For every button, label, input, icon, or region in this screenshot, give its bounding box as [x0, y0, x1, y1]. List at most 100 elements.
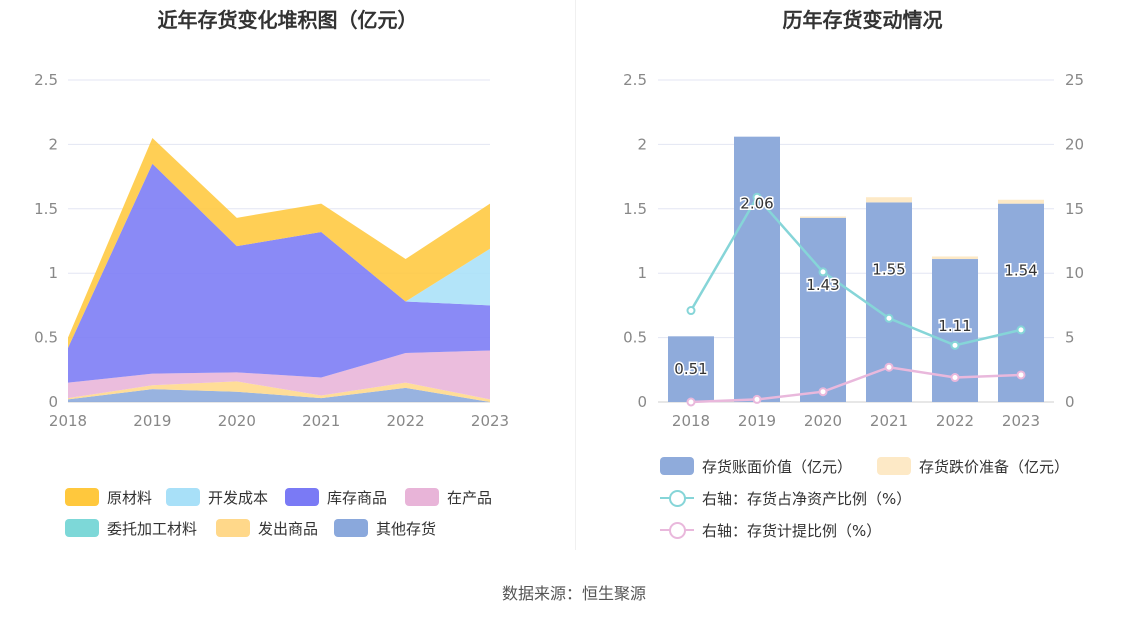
legend-label: 原材料	[107, 488, 153, 507]
area-series-库存商品	[68, 163, 490, 383]
legend-item[interactable]: 右轴：存货占净资产比例（%）	[660, 487, 911, 509]
left-chart-title: 近年存货变化堆积图（亿元）	[157, 8, 418, 32]
stacked-area-chart-panel: 近年存货变化堆积图（亿元） 0 0.5 1 1.5 2 2.5 2018 2019 2020 20…	[0, 0, 575, 560]
bar-line-chart: 0 0.5 1 1.5 2 2.5 0 5 10 15 20 25 2018 2019 2020 2021 20…	[623, 71, 1084, 430]
legend-label: 在产品	[447, 488, 493, 507]
x-tick-label: 2022	[936, 412, 974, 430]
x-tick-label: 2018	[49, 412, 87, 430]
legend-swatch	[65, 519, 99, 537]
y-left-tick-label: 1	[637, 264, 647, 282]
y-right-tick-label: 10	[1065, 264, 1084, 282]
x-tick-label: 2023	[1002, 412, 1040, 430]
legend-label: 委托加工材料	[107, 519, 198, 538]
x-tick-label: 2021	[302, 412, 340, 430]
line-point	[686, 306, 696, 316]
y-left-tick-label: 2.5	[623, 71, 647, 89]
line-point	[950, 340, 960, 350]
y-right-tick-label: 5	[1065, 329, 1075, 347]
legend-label: 存货账面价值（亿元）	[702, 457, 853, 476]
legend-item[interactable]: 库存商品	[285, 486, 387, 508]
legend-swatch	[660, 457, 694, 475]
legend-item[interactable]: 委托加工材料	[65, 517, 197, 539]
x-tick-label: 2019	[738, 412, 776, 430]
y-tick-label: 0	[48, 393, 58, 411]
line-point	[818, 267, 828, 277]
y-tick-label: 0.5	[34, 329, 58, 347]
legend-swatch	[660, 520, 694, 540]
line-series-右轴：存货占净资产比例（%）	[689, 195, 1022, 347]
legend-label: 右轴：存货占净资产比例（%）	[702, 489, 912, 508]
legend-item[interactable]: 存货账面价值（亿元）	[660, 455, 852, 477]
right-legend: 存货账面价值（亿元） 存货跌价准备（亿元） 右轴：存货占净资产比例（%） 右轴：存货计…	[577, 0, 1148, 560]
legend-swatch	[877, 457, 911, 475]
bar-impairment	[998, 199, 1044, 204]
bar-book-value	[668, 336, 714, 402]
y-tick-label: 1	[48, 264, 58, 282]
y-right-tick-label: 15	[1065, 200, 1084, 218]
line-series-右轴：存货计提比例（%）	[690, 365, 1022, 404]
legend-item[interactable]: 开发成本	[166, 486, 268, 508]
line-point	[752, 192, 762, 202]
line-point	[686, 397, 696, 407]
x-tick-label: 2022	[387, 412, 425, 430]
legend-label: 库存商品	[327, 488, 388, 507]
line-point	[950, 373, 960, 383]
x-tick-label: 2020	[804, 412, 842, 430]
bar-book-value	[800, 217, 846, 402]
bar-book-value	[998, 203, 1044, 402]
legend-swatch	[334, 519, 368, 537]
y-right-tick-label: 25	[1065, 71, 1084, 89]
y-left-tick-label: 0.5	[623, 329, 647, 347]
line-point	[1016, 325, 1026, 335]
legend-label: 发出商品	[258, 519, 319, 538]
y-tick-label: 2	[48, 135, 58, 153]
y-tick-label: 1.5	[34, 200, 58, 218]
legend-swatch	[65, 488, 99, 506]
line-point	[884, 313, 894, 323]
legend-item[interactable]: 发出商品	[216, 517, 318, 539]
x-tick-label: 2018	[672, 412, 710, 430]
bar-impairment	[932, 256, 978, 260]
bar-line-chart-panel: 历年存货变动情况 0 0.5 1 1.5 2 2.5 0 5 10 15 20 25 2018 2019 2…	[577, 0, 1148, 560]
bar-impairment	[800, 216, 846, 218]
legend-label: 存货跌价准备（亿元）	[919, 457, 1070, 476]
legend-label: 右轴：存货计提比例（%）	[702, 521, 882, 540]
legend-item[interactable]: 右轴：存货计提比例（%）	[660, 519, 881, 541]
line-point	[1016, 370, 1026, 380]
y-left-tick-label: 0	[637, 393, 647, 411]
legend-item[interactable]: 原材料	[65, 486, 152, 508]
area-series-在产品	[68, 350, 490, 400]
right-chart-title: 历年存货变动情况	[782, 8, 943, 32]
x-tick-label: 2020	[218, 412, 256, 430]
legend-label: 开发成本	[208, 488, 269, 507]
legend-swatch	[166, 488, 200, 506]
legend-label: 其他存货	[376, 519, 437, 538]
y-left-tick-label: 2	[637, 135, 647, 153]
legend-swatch	[660, 488, 694, 508]
bar-data-label: 1.11	[938, 317, 971, 335]
bar-data-label: 2.06	[740, 195, 773, 213]
bar-data-label: 1.55	[872, 260, 905, 278]
y-right-tick-label: 20	[1065, 135, 1084, 153]
panel-divider	[575, 0, 576, 550]
legend-item[interactable]: 其他存货	[334, 517, 436, 539]
stacked-area-chart: 0 0.5 1 1.5 2 2.5 2018 2019 2020 2021 2022 2023	[34, 71, 509, 430]
y-right-tick-label: 0	[1065, 393, 1075, 411]
line-point	[752, 394, 762, 404]
line-point	[884, 362, 894, 372]
y-left-tick-label: 1.5	[623, 200, 647, 218]
x-tick-label: 2023	[471, 412, 509, 430]
legend-item[interactable]: 存货跌价准备（亿元）	[877, 455, 1069, 477]
bar-book-value	[734, 136, 780, 402]
bar-data-label: 1.54	[1004, 262, 1037, 280]
legend-swatch	[285, 488, 319, 506]
x-tick-label: 2019	[133, 412, 171, 430]
legend-swatch	[405, 488, 439, 506]
legend-item[interactable]: 在产品	[405, 486, 492, 508]
area-series-发出商品	[68, 381, 490, 402]
line-point	[818, 387, 828, 397]
data-source-note: 数据来源：恒生聚源	[501, 584, 646, 603]
legend-swatch	[216, 519, 250, 537]
y-tick-label: 2.5	[34, 71, 58, 89]
x-tick-label: 2021	[870, 412, 908, 430]
